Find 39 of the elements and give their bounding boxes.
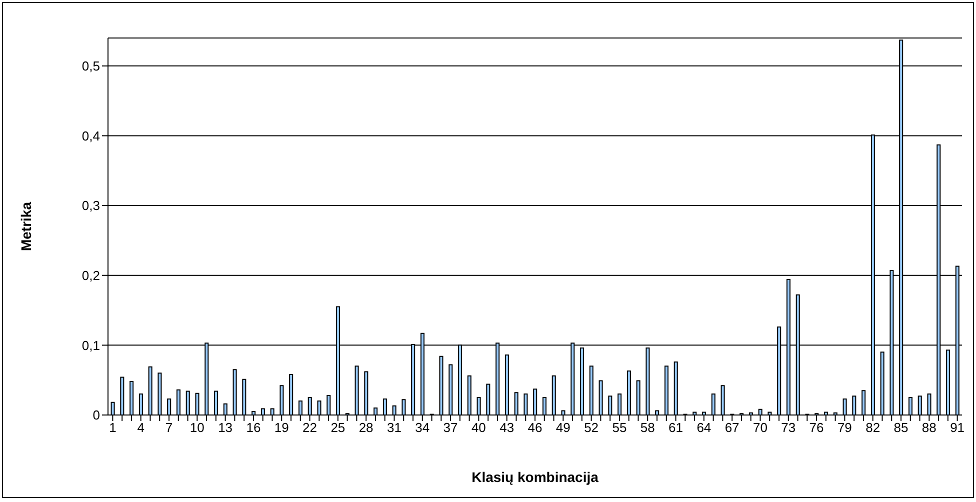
x-tick-label: 64 (696, 420, 712, 436)
y-tick-label: 0,3 (82, 198, 100, 214)
x-tick-label: 31 (386, 420, 402, 436)
x-axis-title: Klasių kombinacija (472, 469, 599, 485)
x-tick-label: 58 (640, 420, 655, 436)
x-tick-label: 43 (500, 420, 514, 436)
x-tick-label: 40 (471, 420, 486, 436)
y-tick-label: 0,5 (82, 58, 100, 74)
x-tick-label: 85 (894, 420, 908, 436)
x-tick-label: 88 (922, 420, 936, 436)
y-tick-label: 0,4 (82, 128, 100, 144)
x-tick-label: 61 (668, 420, 684, 436)
x-tick-label: 73 (781, 420, 796, 436)
x-tick-label: 25 (330, 420, 346, 436)
x-tick-label: 13 (218, 420, 233, 436)
x-tick-label: 16 (246, 420, 261, 436)
x-tick-label: 82 (866, 420, 880, 436)
x-tick-label: 49 (556, 420, 570, 436)
x-tick-label: 70 (752, 420, 768, 436)
x-tick-label: 76 (809, 420, 824, 436)
x-tick-label: 19 (274, 420, 289, 436)
x-tick-label: 79 (837, 420, 852, 436)
y-tick-label: 0,2 (82, 268, 100, 283)
x-tick-label: 52 (584, 420, 599, 436)
x-tick-label: 67 (724, 420, 740, 436)
x-tick-label: 34 (415, 420, 430, 436)
y-tick-label: 0 (92, 408, 100, 423)
x-tick-label: 37 (443, 420, 458, 436)
x-tick-label: 22 (302, 420, 318, 436)
x-tick-label: 4 (137, 420, 144, 436)
y-tick-label: 0,1 (82, 338, 100, 353)
x-tick-label: 91 (950, 420, 965, 436)
x-tick-label: 46 (528, 420, 542, 436)
y-axis-title: Metrika (18, 202, 34, 252)
x-tick-label: 10 (190, 420, 204, 436)
x-tick-label: 7 (165, 420, 173, 436)
x-tick-label: 28 (358, 420, 374, 436)
x-tick-label: 1 (109, 420, 116, 436)
x-tick-label: 55 (612, 420, 627, 436)
